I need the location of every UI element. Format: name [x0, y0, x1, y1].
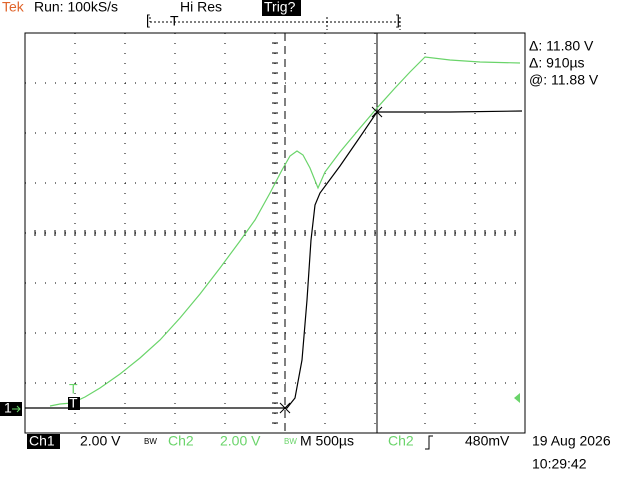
- acq-mode: Hi Res: [180, 0, 222, 15]
- trigger-status-box: [262, 0, 301, 16]
- ch1-label-box: [27, 434, 60, 449]
- timebase: M 500µs: [300, 433, 354, 449]
- ch1-trace: [25, 110, 523, 409]
- readout-delta-v: Δ: 11.80 V: [529, 38, 594, 54]
- time: 10:29:42: [532, 456, 587, 472]
- record-bar: [149, 17, 401, 30]
- trigger-point-marker: T: [69, 395, 78, 411]
- ground-marker: 1: [4, 400, 12, 416]
- trigger-level-marker: T: [69, 381, 78, 397]
- center-ticks: [24, 32, 526, 434]
- trigger-point-box: [68, 397, 80, 410]
- record-bracket: ]: [396, 12, 400, 28]
- trigger-source: Ch2: [388, 433, 414, 449]
- ground-marker-box: [0, 402, 22, 416]
- cursor-crosses: [279, 106, 383, 414]
- date: 19 Aug 2026: [532, 433, 611, 449]
- ch1-scale: 2.00 V: [80, 433, 121, 449]
- trigger-level-arrow: [514, 393, 520, 403]
- trigger-status: Trig?: [264, 0, 296, 15]
- trigger-slope: [425, 435, 433, 450]
- ch2-label: Ch2: [168, 433, 194, 449]
- ch2-bw: BW: [284, 437, 297, 446]
- trigger-position-marker: T: [170, 13, 179, 29]
- acq-status: Run: 100kS/s: [34, 0, 118, 15]
- brand: Tek: [2, 0, 25, 15]
- ground-arrow: [12, 405, 21, 413]
- ch1-label: Ch1: [29, 433, 55, 449]
- ch2-scale: 2.00 V: [220, 433, 261, 449]
- record-bracket: [: [146, 12, 150, 28]
- readout-delta-t: Δ: 910µs: [529, 55, 585, 71]
- readout-at-v: @: 11.88 V: [529, 72, 599, 88]
- ch1-bw: BW: [144, 437, 157, 446]
- trigger-level: 480mV: [465, 433, 510, 449]
- ch2-trace: [49, 56, 521, 407]
